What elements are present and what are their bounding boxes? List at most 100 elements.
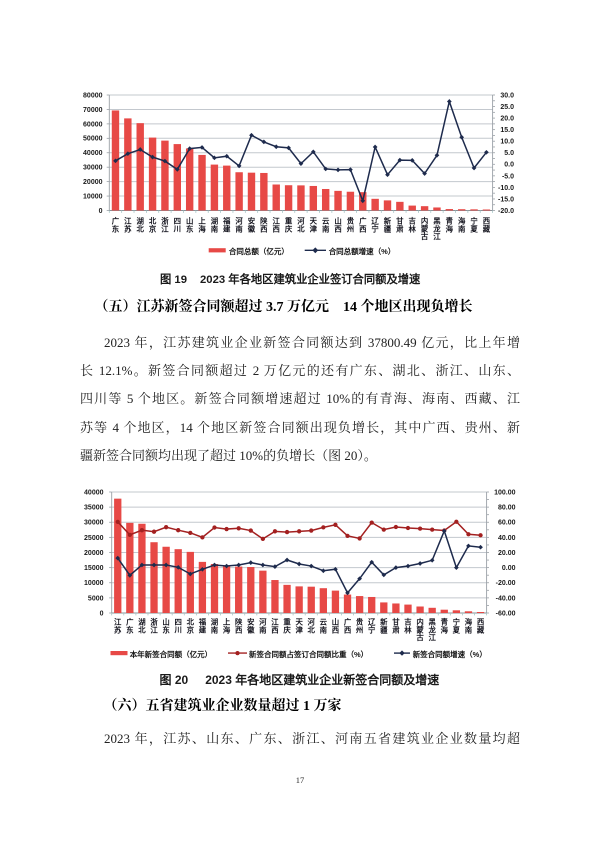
- svg-text:山: 山: [332, 618, 339, 627]
- svg-text:天: 天: [295, 618, 303, 627]
- svg-text:甘: 甘: [396, 217, 404, 226]
- svg-text:津: 津: [310, 224, 318, 233]
- svg-text:5.0: 5.0: [504, 150, 514, 157]
- svg-text:苏: 苏: [114, 625, 122, 634]
- svg-text:西: 西: [477, 618, 485, 627]
- svg-text:河: 河: [259, 618, 267, 627]
- svg-text:庆: 庆: [284, 224, 293, 233]
- svg-text:-40.00: -40.00: [496, 595, 516, 602]
- svg-text:北: 北: [138, 625, 146, 634]
- svg-text:四: 四: [175, 618, 182, 627]
- svg-text:60.00: 60.00: [498, 520, 516, 527]
- svg-text:河: 河: [308, 618, 316, 627]
- svg-text:南: 南: [235, 224, 243, 233]
- svg-text:疆: 疆: [380, 625, 388, 634]
- svg-text:州: 州: [355, 625, 363, 634]
- svg-text:北: 北: [308, 625, 316, 634]
- svg-text:东: 东: [162, 625, 170, 634]
- svg-text:25000: 25000: [84, 535, 104, 542]
- svg-text:庆: 庆: [282, 625, 291, 634]
- svg-text:40000: 40000: [84, 489, 104, 496]
- svg-text:吉: 吉: [409, 217, 417, 226]
- svg-text:本年新签合同额（亿元）: 本年新签合同额（亿元）: [129, 649, 213, 659]
- svg-text:安: 安: [247, 618, 255, 627]
- svg-text:林: 林: [404, 625, 412, 634]
- svg-text:江: 江: [433, 232, 441, 241]
- svg-text:湖: 湖: [138, 618, 146, 627]
- svg-text:25.0: 25.0: [500, 104, 514, 111]
- svg-text:0: 0: [100, 610, 104, 617]
- svg-text:20000: 20000: [84, 550, 104, 557]
- svg-text:20000: 20000: [83, 179, 103, 186]
- svg-text:南: 南: [259, 625, 267, 634]
- svg-text:夏: 夏: [452, 625, 461, 634]
- svg-text:北: 北: [297, 224, 305, 233]
- svg-text:30.0: 30.0: [500, 92, 514, 99]
- svg-text:-10.0: -10.0: [498, 185, 514, 192]
- svg-text:海: 海: [198, 224, 206, 233]
- svg-text:京: 京: [187, 625, 195, 634]
- svg-text:肃: 肃: [392, 625, 400, 634]
- svg-text:山: 山: [186, 217, 193, 226]
- svg-text:南: 南: [211, 625, 219, 634]
- svg-text:上: 上: [223, 618, 231, 627]
- svg-text:南: 南: [322, 224, 330, 233]
- svg-text:新: 新: [384, 217, 392, 226]
- svg-text:30000: 30000: [84, 520, 104, 527]
- svg-text:内: 内: [416, 618, 423, 627]
- svg-text:西: 西: [273, 224, 281, 233]
- svg-text:宁: 宁: [470, 217, 478, 226]
- svg-text:辽: 辽: [368, 618, 376, 627]
- svg-text:海: 海: [223, 625, 231, 634]
- svg-text:宁: 宁: [368, 625, 376, 634]
- svg-text:50000: 50000: [83, 136, 103, 143]
- svg-text:40000: 40000: [83, 150, 103, 157]
- svg-text:藏: 藏: [477, 625, 485, 634]
- svg-text:-5.0: -5.0: [502, 173, 514, 180]
- svg-text:龙: 龙: [432, 224, 441, 233]
- svg-text:福: 福: [198, 618, 207, 627]
- svg-text:藏: 藏: [483, 224, 491, 233]
- svg-text:疆: 疆: [384, 224, 392, 233]
- svg-text:新签合同额占签订合同额比重（%）: 新签合同额占签订合同额比重（%）: [249, 649, 368, 659]
- svg-text:黑: 黑: [428, 618, 436, 627]
- svg-text:西: 西: [344, 625, 352, 634]
- svg-text:100.00: 100.00: [494, 489, 516, 496]
- svg-text:西: 西: [235, 625, 243, 634]
- svg-text:江: 江: [124, 217, 132, 226]
- svg-text:川: 川: [174, 625, 182, 634]
- svg-text:陕: 陕: [235, 618, 243, 627]
- svg-text:湖: 湖: [211, 618, 219, 627]
- svg-text:陕: 陕: [260, 217, 268, 226]
- svg-text:内: 内: [421, 217, 428, 226]
- svg-text:江: 江: [114, 618, 122, 627]
- svg-text:西: 西: [334, 224, 342, 233]
- svg-text:安: 安: [248, 217, 256, 226]
- svg-text:建: 建: [222, 224, 231, 233]
- svg-text:-20.0: -20.0: [498, 208, 514, 215]
- svg-text:35000: 35000: [84, 505, 104, 512]
- svg-text:合同总额增速（%）: 合同总额增速（%）: [329, 246, 396, 256]
- svg-text:宁: 宁: [371, 224, 379, 233]
- svg-text:福: 福: [222, 217, 231, 226]
- svg-text:蒙: 蒙: [416, 625, 424, 634]
- svg-text:徽: 徽: [246, 625, 255, 634]
- svg-text:10000: 10000: [83, 193, 103, 200]
- svg-text:林: 林: [409, 224, 417, 233]
- svg-text:吉: 吉: [404, 618, 412, 627]
- svg-text:古: 古: [416, 633, 424, 642]
- svg-text:20.0: 20.0: [500, 116, 514, 123]
- svg-text:辽: 辽: [371, 217, 379, 226]
- svg-text:20.00: 20.00: [498, 550, 516, 557]
- svg-text:东: 东: [126, 625, 134, 634]
- svg-text:广: 广: [344, 618, 352, 627]
- svg-text:30000: 30000: [83, 165, 103, 172]
- svg-text:0.00: 0.00: [502, 565, 516, 572]
- svg-text:宁: 宁: [453, 618, 461, 627]
- svg-text:海: 海: [465, 618, 473, 627]
- svg-text:江: 江: [271, 618, 279, 627]
- svg-text:-60.00: -60.00: [496, 610, 516, 617]
- svg-text:黑: 黑: [433, 217, 441, 226]
- svg-text:浙: 浙: [150, 618, 158, 627]
- svg-text:天: 天: [310, 217, 318, 226]
